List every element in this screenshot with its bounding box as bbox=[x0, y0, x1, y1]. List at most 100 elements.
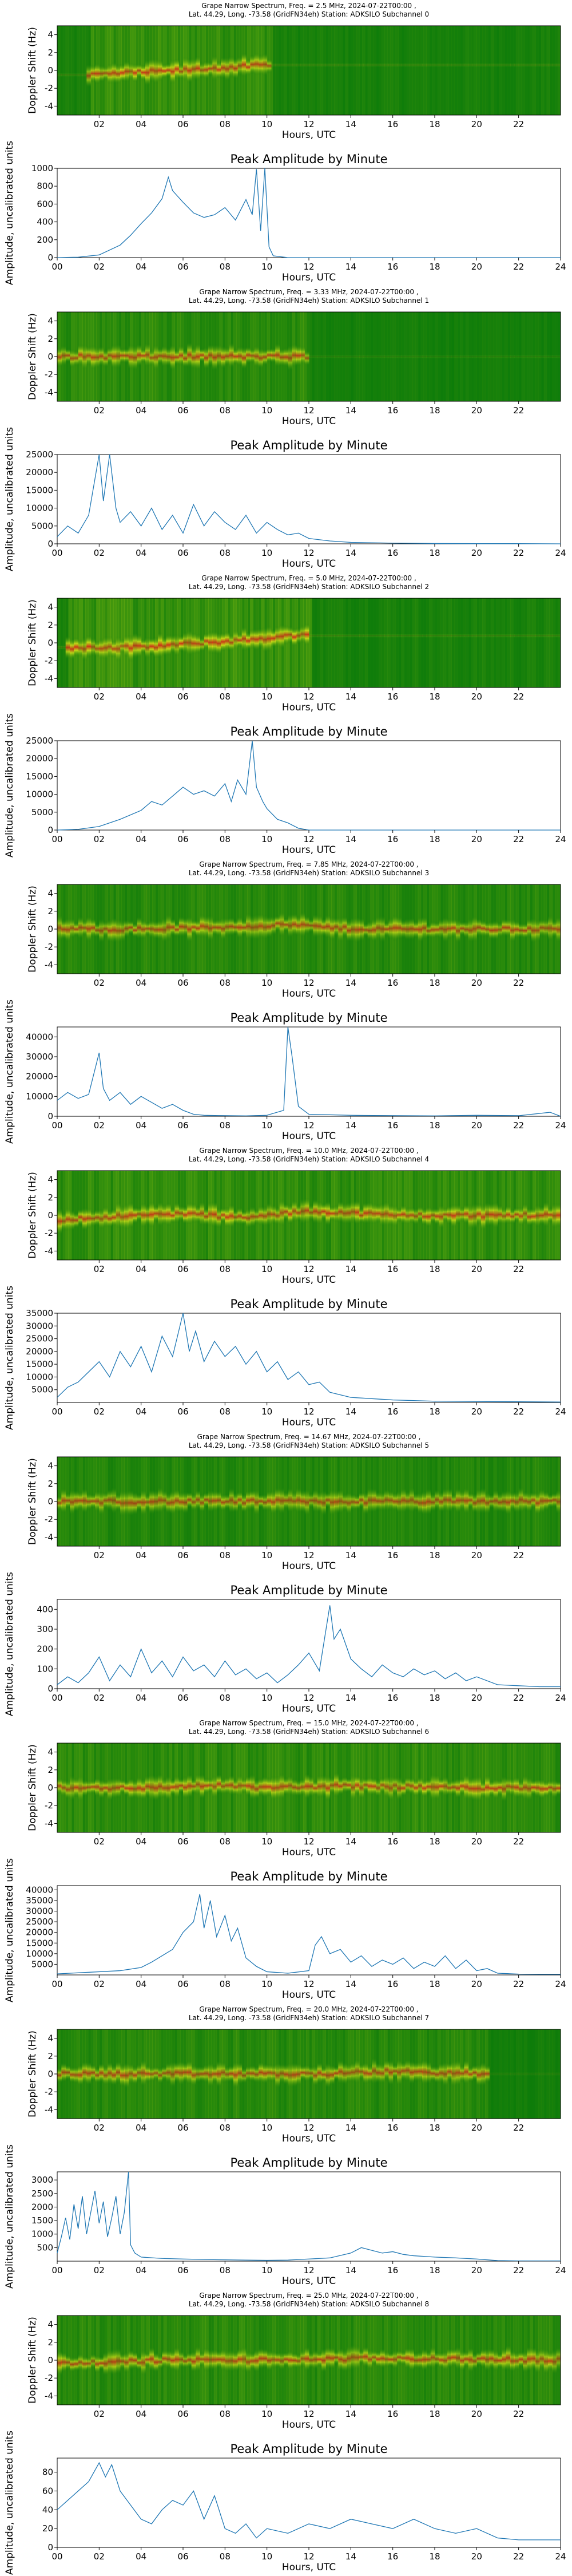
spectrogram-signal-band bbox=[187, 342, 192, 368]
spectrogram-texture-column bbox=[429, 26, 432, 115]
x-tick-label: 22 bbox=[513, 1406, 524, 1417]
spectrogram-signal-band bbox=[334, 1490, 339, 1515]
spectrogram-signal-band bbox=[472, 1492, 477, 1514]
spectrogram-signal-band bbox=[556, 2072, 561, 2076]
spectrogram-signal-band bbox=[267, 625, 272, 653]
spectrogram-signal-band bbox=[502, 918, 507, 937]
spectrogram-signal-band bbox=[392, 915, 398, 941]
y-tick-label: -4 bbox=[45, 673, 53, 683]
spectrogram-signal-band bbox=[468, 2346, 473, 2373]
spectrogram-signal-band bbox=[342, 1776, 347, 1793]
spectrogram-texture-column bbox=[292, 26, 296, 115]
spectrogram-texture-column bbox=[404, 598, 407, 688]
spectrogram-texture-column bbox=[82, 26, 86, 115]
peak-frame bbox=[57, 1313, 561, 1403]
spectrogram-texture-column bbox=[317, 26, 321, 115]
x-tick-label: 24 bbox=[555, 834, 566, 844]
spectrogram-signal-band bbox=[422, 916, 427, 940]
spectrogram-signal-band bbox=[187, 1773, 192, 1799]
spectrogram-signal-band bbox=[321, 62, 326, 68]
spectrogram-signal-band bbox=[518, 354, 523, 359]
spectrogram-signal-band bbox=[384, 633, 389, 638]
spectrogram-signal-band bbox=[355, 62, 360, 68]
x-tick-label: 06 bbox=[177, 1120, 188, 1131]
x-tick-label: 16 bbox=[387, 119, 398, 129]
x-tick-label: 06 bbox=[177, 1550, 188, 1560]
spectrogram-signal-band bbox=[443, 1776, 448, 1797]
spectrogram-signal-band bbox=[221, 2061, 225, 2084]
spectrogram-signal-band bbox=[338, 62, 343, 68]
spectrogram-texture-column bbox=[471, 26, 475, 115]
spectrogram-signal-band bbox=[518, 1780, 523, 1798]
spectrogram-signal-band bbox=[489, 354, 494, 359]
spectrogram-signal-band bbox=[443, 916, 448, 943]
spectrogram-signal-band bbox=[518, 923, 523, 938]
x-axis-label: Hours, UTC bbox=[282, 416, 336, 427]
x-tick-label: 18 bbox=[429, 978, 440, 988]
y-tick-label: 0 bbox=[47, 1496, 53, 1507]
x-tick-label: 14 bbox=[345, 405, 356, 416]
spectrogram-signal-band bbox=[137, 1207, 142, 1222]
spectrogram-signal-band bbox=[363, 62, 368, 68]
spectrogram-signal-band bbox=[468, 1492, 473, 1508]
spectrogram-signal-band bbox=[174, 922, 180, 937]
spectrogram-texture-column bbox=[359, 26, 363, 115]
spectrogram-signal-band bbox=[288, 626, 293, 643]
y-tick-label: 4 bbox=[47, 1461, 53, 1471]
spectrogram-signal-band bbox=[355, 1199, 360, 1225]
spectrogram-signal-band bbox=[153, 2352, 158, 2373]
spectrogram-texture-column bbox=[57, 26, 61, 115]
spectrogram-signal-band bbox=[325, 1200, 331, 1226]
x-tick-label: 00 bbox=[51, 1979, 62, 1989]
x-tick-label: 24 bbox=[555, 1979, 566, 1989]
spectrogram-title-line2: Lat. 44.29, Long. -73.58 (GridFN34eh) St… bbox=[189, 2300, 429, 2308]
x-axis-label: Hours, UTC bbox=[282, 2419, 336, 2431]
spectrogram-signal-band bbox=[162, 345, 167, 368]
spectrogram-signal-band bbox=[414, 920, 419, 938]
spectrogram-signal-band bbox=[334, 1204, 339, 1222]
spectrogram-title-line1: Grape Narrow Spectrum, Freq. = 15.0 MHz,… bbox=[199, 1719, 418, 1727]
spectrogram-signal-band bbox=[489, 2348, 494, 2369]
spectrogram-texture-column bbox=[541, 26, 545, 115]
spectrogram-signal-band bbox=[506, 918, 511, 937]
spectrogram-signal-band bbox=[216, 918, 221, 937]
spectrogram-signal-band bbox=[397, 354, 402, 359]
spectrogram-texture-column bbox=[390, 598, 394, 688]
spectrogram-signal-band bbox=[254, 628, 259, 651]
spectrogram-signal-band bbox=[510, 1777, 515, 1796]
spectrogram-signal-band bbox=[384, 1488, 389, 1512]
spectrogram-signal-band bbox=[460, 921, 464, 936]
spectrogram-signal-band bbox=[468, 354, 473, 359]
spectrogram-texture-column bbox=[490, 598, 494, 688]
x-tick-label: 08 bbox=[220, 2265, 231, 2275]
x-tick-label: 00 bbox=[51, 834, 62, 844]
spectrogram-signal-band bbox=[535, 1778, 540, 1797]
x-tick-label: 18 bbox=[429, 1550, 440, 1560]
spectrogram-signal-band bbox=[267, 58, 272, 73]
spectrogram-signal-band bbox=[313, 62, 318, 68]
spectrogram-texture-column bbox=[379, 598, 382, 688]
spectrogram-signal-band bbox=[149, 919, 154, 939]
spectrogram-signal-band bbox=[376, 2062, 381, 2084]
spectrogram-signal-band bbox=[464, 62, 469, 68]
spectrogram-signal-band bbox=[447, 1487, 452, 1513]
spectrogram-signal-band bbox=[275, 2062, 280, 2089]
y-tick-label: 20000 bbox=[26, 1346, 53, 1357]
spectrogram-texture-column bbox=[325, 598, 329, 688]
spectrogram-signal-band bbox=[225, 56, 230, 82]
spectrogram-signal-band bbox=[183, 1491, 188, 1515]
spectrogram-signal-band bbox=[95, 1209, 100, 1226]
x-tick-label: 12 bbox=[303, 692, 314, 702]
spectrogram-signal-band bbox=[388, 917, 394, 940]
spectrogram-signal-band bbox=[489, 62, 494, 68]
spectrogram-signal-band bbox=[527, 633, 532, 638]
spectrogram-texture-column bbox=[552, 598, 555, 688]
spectrogram-signal-band bbox=[410, 354, 414, 359]
y-tick-label: -2 bbox=[45, 1514, 53, 1524]
spectrogram-signal-band bbox=[468, 1204, 473, 1230]
spectrogram-signal-band bbox=[548, 62, 553, 68]
x-tick-label: 16 bbox=[387, 548, 398, 558]
spectrogram-signal-band bbox=[363, 1202, 368, 1224]
spectrogram-signal-band bbox=[439, 354, 444, 359]
spectrogram-signal-band bbox=[531, 1207, 536, 1226]
